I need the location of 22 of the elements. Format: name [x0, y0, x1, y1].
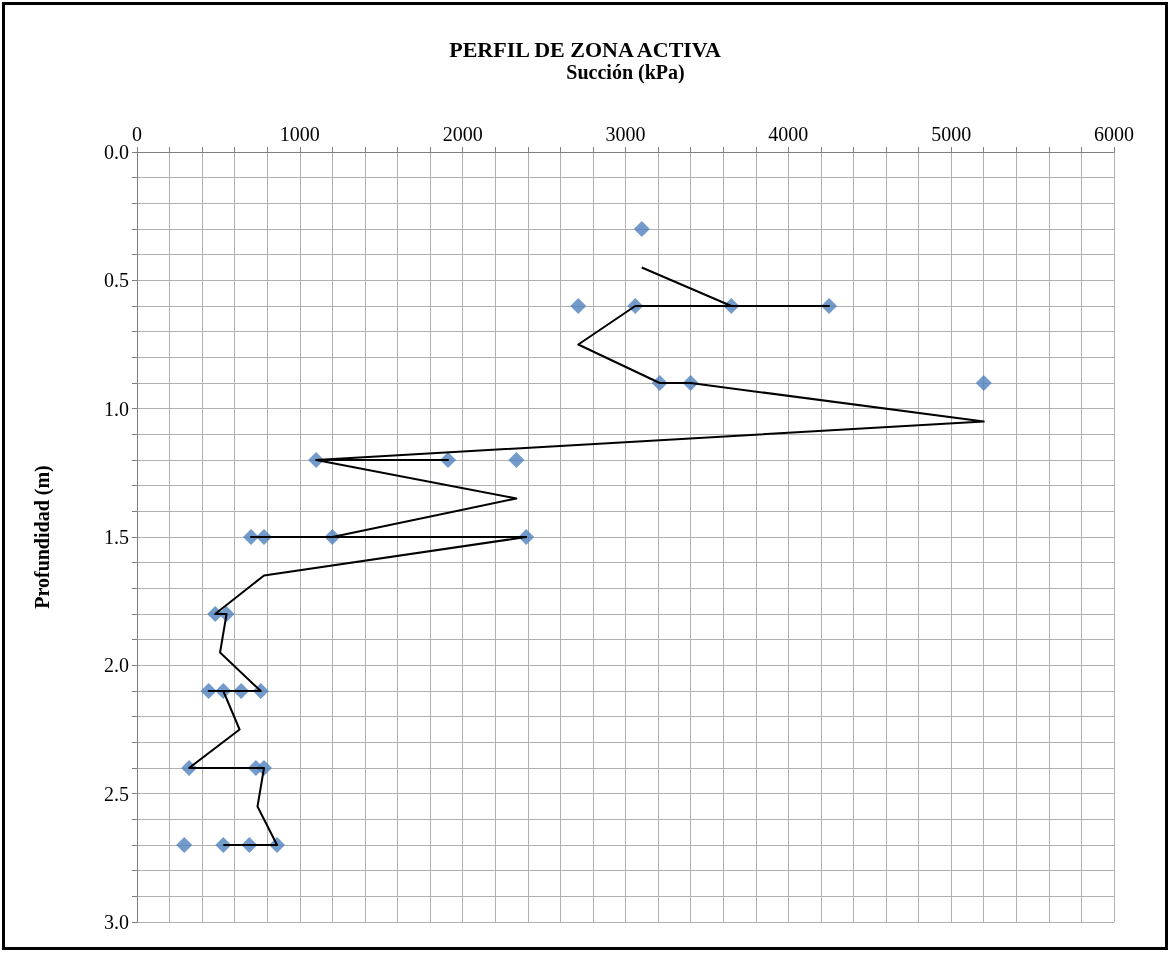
- y-axis-title: Profundidad (m): [31, 465, 54, 609]
- y-tick-label: 2.0: [104, 654, 129, 677]
- y-tick-label: 2.5: [104, 782, 129, 805]
- y-tick-label: 1.5: [104, 526, 129, 548]
- point: [633, 221, 650, 237]
- point: [975, 375, 992, 391]
- y-tick-label: 3.0: [104, 911, 129, 933]
- chart-title: PERFIL DE ZONA ACTIVA: [449, 36, 721, 62]
- x-tick-label: 1000: [279, 123, 320, 145]
- x-tick-label: 3000: [605, 123, 646, 145]
- y-tick-label: 0.5: [104, 269, 129, 292]
- x-tick-label: 4000: [768, 123, 809, 145]
- x-tick-label: 5000: [931, 123, 972, 145]
- point: [570, 298, 587, 314]
- point: [176, 837, 193, 853]
- x-tick-label: 6000: [1094, 123, 1134, 145]
- y-tick-label: 1.0: [104, 397, 129, 420]
- x-tick-label: 0: [132, 123, 142, 145]
- x-tick-label: 2000: [442, 123, 483, 145]
- y-tick-label: 0.0: [104, 141, 129, 163]
- point: [508, 452, 525, 468]
- x-axis-title: Succión (kPa): [566, 61, 685, 84]
